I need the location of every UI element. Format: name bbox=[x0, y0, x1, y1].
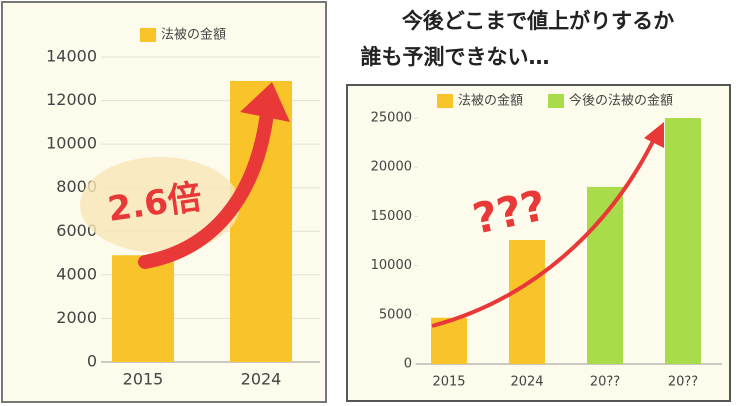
y-tick-label: 0 bbox=[404, 357, 412, 372]
heading-line: 今後どこまで値上がりするか bbox=[402, 9, 674, 33]
y-tick-label: 10000 bbox=[371, 258, 412, 273]
x-tick-label: 2024 bbox=[510, 375, 543, 390]
arrow-head bbox=[644, 122, 664, 148]
legend-swatch bbox=[140, 28, 156, 42]
heading-line: 誰も予測できない… bbox=[361, 45, 550, 69]
splash bbox=[80, 157, 240, 253]
legend-label: 今後の法被の金額 bbox=[569, 93, 673, 109]
arrow-head bbox=[240, 82, 290, 122]
x-tick-label: 20?? bbox=[590, 375, 620, 390]
y-tick-label: 20000 bbox=[371, 160, 412, 175]
y-tick-label: 6000 bbox=[56, 221, 97, 240]
legend-label: 法被の金額 bbox=[458, 93, 523, 109]
y-tick-label: 0 bbox=[87, 352, 97, 371]
arrow bbox=[138, 98, 275, 269]
y-tick-label: 14000 bbox=[46, 47, 97, 66]
legend-label: 法被の金額 bbox=[161, 27, 226, 43]
arrow bbox=[431, 134, 658, 328]
y-tick-label: 2000 bbox=[56, 308, 97, 327]
x-tick-label: 2015 bbox=[123, 370, 164, 389]
y-tick-label: 12000 bbox=[46, 90, 97, 109]
bar bbox=[509, 240, 545, 364]
y-tick-label: 15000 bbox=[371, 209, 412, 224]
x-tick-label: 20?? bbox=[668, 375, 698, 390]
y-tick-label: 25000 bbox=[371, 111, 412, 126]
legend-swatch bbox=[437, 94, 453, 108]
y-tick-label: 5000 bbox=[379, 307, 412, 322]
bar bbox=[112, 255, 174, 362]
y-tick-label: 10000 bbox=[46, 134, 97, 153]
bar bbox=[665, 118, 701, 364]
y-tick-label: 4000 bbox=[56, 264, 97, 283]
x-tick-label: 2024 bbox=[241, 370, 282, 389]
x-tick-label: 2015 bbox=[432, 375, 465, 390]
legend-swatch bbox=[548, 94, 564, 108]
